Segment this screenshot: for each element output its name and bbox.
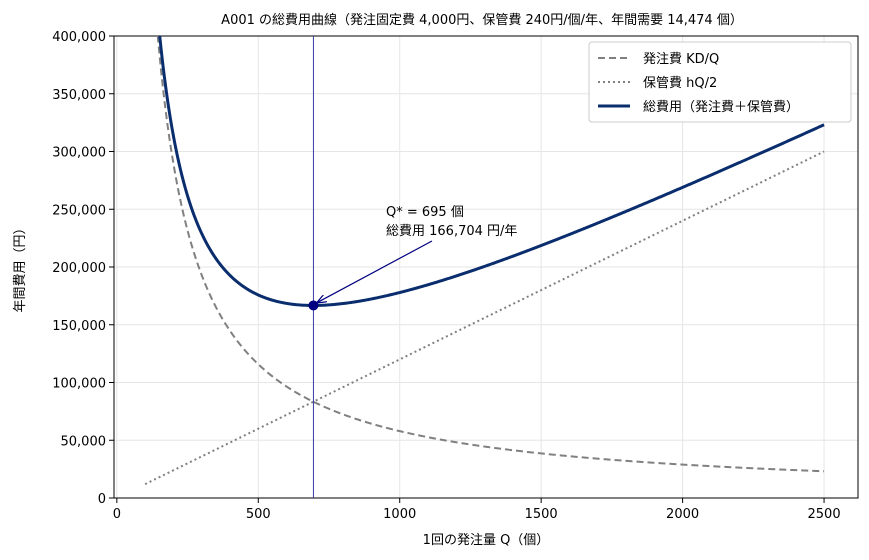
legend-entry-order-cost: 発注費 KD/Q <box>643 52 719 67</box>
y-tick-label: 300,000 <box>52 146 106 161</box>
x-axis-label: 1回の発注量 Q（個） <box>423 533 550 548</box>
annotation-total-cost: 総費用 166,704 円/年 <box>386 224 517 239</box>
optimum-layer <box>308 36 433 498</box>
y-tick-label: 350,000 <box>52 88 106 103</box>
x-tick-label: 500 <box>246 507 271 522</box>
series-layer <box>144 36 825 486</box>
y-tick-label: 50,000 <box>61 434 107 449</box>
y-tick-label: 150,000 <box>52 319 106 334</box>
annotation-optimal-q: Q* = 695 個 <box>386 205 464 220</box>
x-axis-ticks: 0 500 1000 1500 2000 2500 <box>113 498 841 522</box>
y-tick-label: 100,000 <box>52 377 106 392</box>
legend-entry-total-cost: 総費用（発注費＋保管費） <box>643 100 799 115</box>
optimum-point <box>308 300 319 311</box>
y-axis-label: 年間費用（円） <box>13 221 28 312</box>
total-cost-series <box>158 36 825 307</box>
annotation-arrow <box>317 240 433 302</box>
legend-box <box>588 41 852 123</box>
legend-entry-holding-cost: 保管費 hQ/2 <box>643 76 717 91</box>
y-tick-label: 250,000 <box>52 203 106 218</box>
x-tick-label: 0 <box>113 507 121 522</box>
chart-title: A001 の総費用曲線（発注固定費 4,000円、保管費 240円/個/年、年間… <box>221 12 743 28</box>
y-tick-label: 0 <box>98 492 106 507</box>
x-tick-label: 2000 <box>666 507 699 522</box>
order-cost-series <box>156 36 825 473</box>
x-tick-label: 1500 <box>525 507 558 522</box>
x-tick-label: 2500 <box>808 507 841 522</box>
y-tick-label: 200,000 <box>52 261 106 276</box>
holding-cost-series <box>144 150 825 486</box>
y-axis-ticks: 0 50,000 100,000 150,000 200,000 250,000 300,0… <box>52 30 114 507</box>
y-tick-label: 400,000 <box>52 30 106 45</box>
legend: 発注費 KD/Q 保管費 hQ/2 総費用（発注費＋保管費） <box>588 41 852 123</box>
x-tick-label: 1000 <box>383 507 416 522</box>
